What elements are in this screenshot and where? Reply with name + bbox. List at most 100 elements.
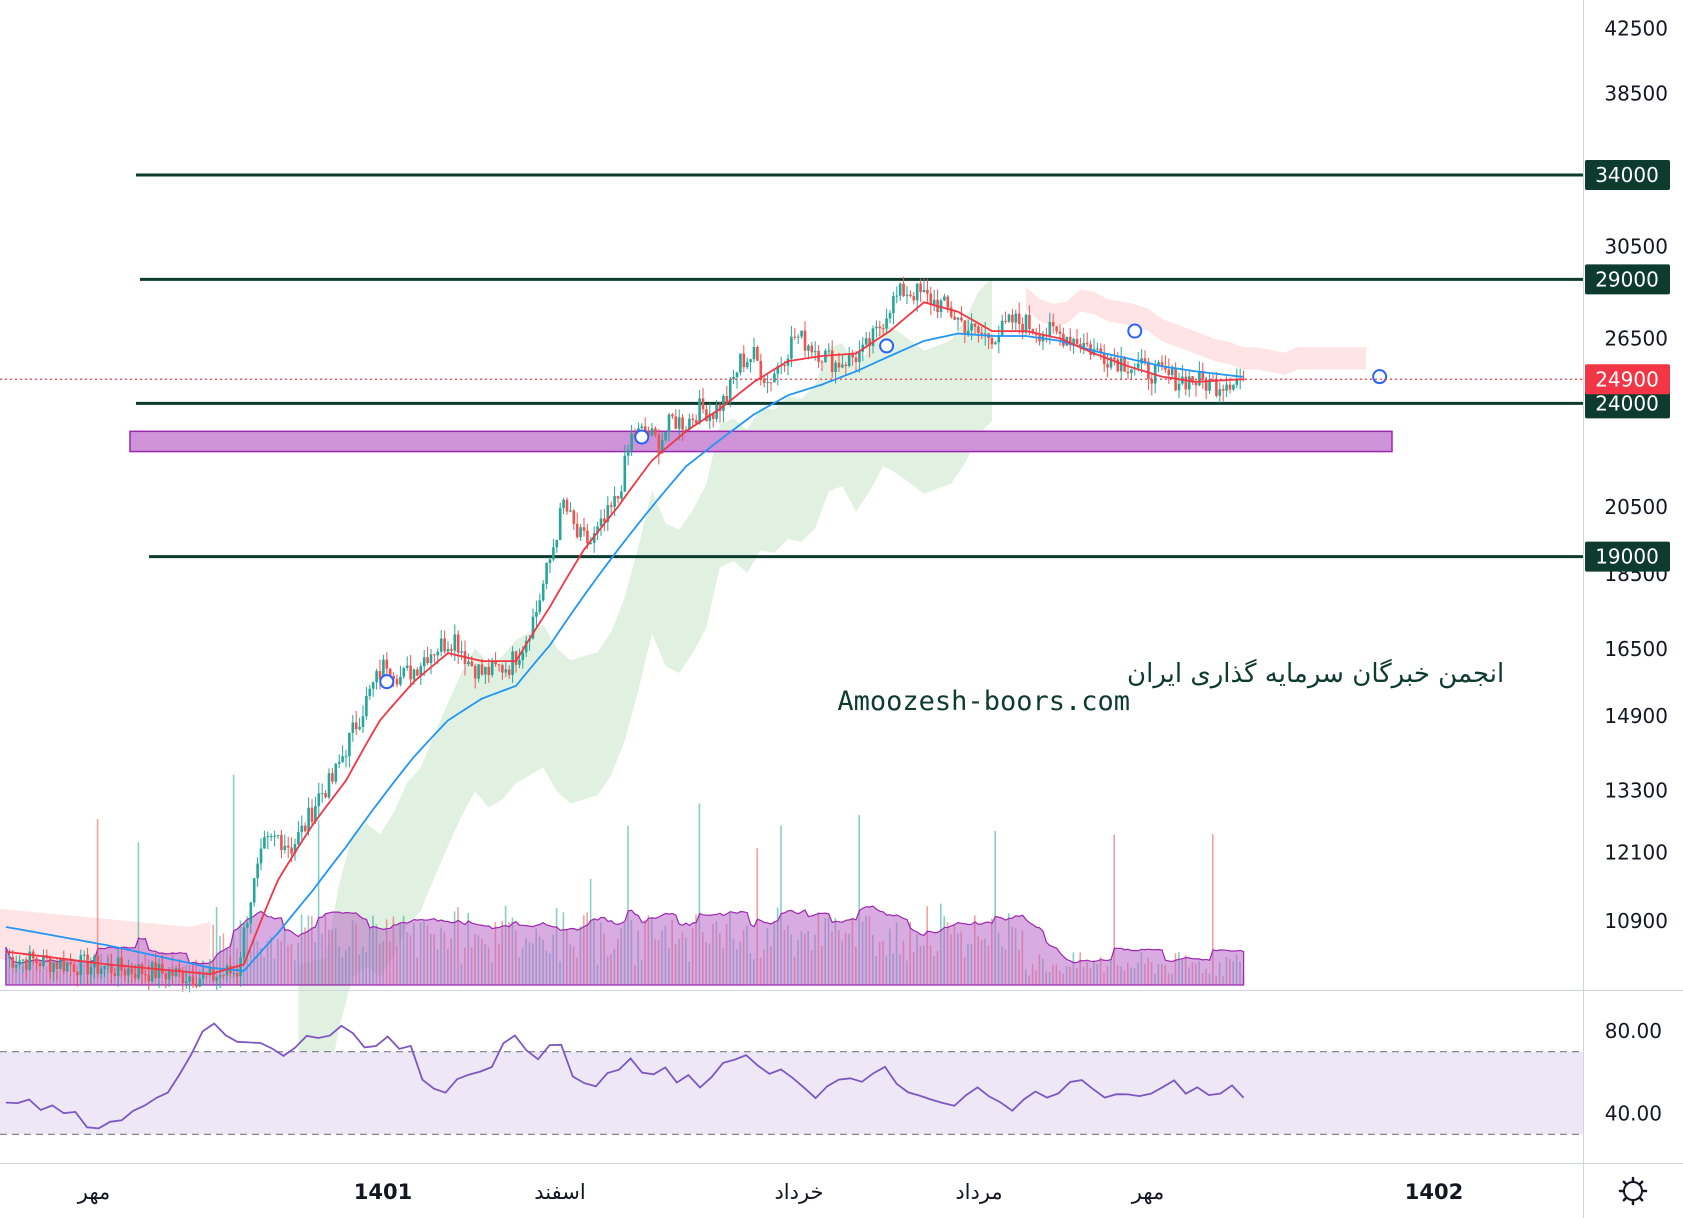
candle-body bbox=[399, 676, 402, 685]
candle-body bbox=[813, 350, 817, 353]
candle-body bbox=[844, 364, 848, 367]
candle-body bbox=[307, 807, 310, 832]
candle-body bbox=[582, 527, 586, 531]
watermark-line2: Amoozesh-boors.com bbox=[837, 686, 1130, 717]
candle-body bbox=[834, 362, 837, 372]
candle-body bbox=[1007, 314, 1011, 322]
candle-body bbox=[201, 972, 205, 979]
candle-body bbox=[878, 326, 882, 329]
candle-body bbox=[518, 660, 521, 665]
candle-body bbox=[69, 962, 72, 965]
candle-body bbox=[1000, 320, 1004, 337]
price-tick-label: 14900 bbox=[1604, 704, 1668, 728]
candle-body bbox=[609, 505, 613, 507]
candle-body bbox=[79, 955, 83, 976]
candle-body bbox=[317, 793, 321, 807]
candle-body bbox=[1147, 361, 1150, 380]
candle-body bbox=[178, 968, 181, 971]
candle-body bbox=[711, 413, 715, 419]
candle-body bbox=[1102, 353, 1106, 365]
candle-body bbox=[446, 648, 450, 652]
candle-body bbox=[732, 377, 735, 380]
candle-body bbox=[875, 326, 878, 329]
candle-body bbox=[164, 973, 168, 980]
candle-body bbox=[460, 651, 463, 653]
candle-body bbox=[1242, 378, 1245, 380]
candle-body bbox=[664, 432, 667, 441]
candle-body bbox=[348, 732, 351, 757]
current-price-tag: 24900 bbox=[1585, 364, 1670, 395]
time-axis[interactable]: مهر 1401 اسفند خرداد مرداد مهر 1402 bbox=[77, 1180, 1463, 1204]
candle-body bbox=[674, 416, 678, 429]
candle-body bbox=[382, 659, 385, 680]
candle-body bbox=[677, 417, 681, 429]
price-axis[interactable]: 4250038500305002650020500185001650014900… bbox=[1604, 17, 1668, 933]
candle-body bbox=[436, 651, 440, 656]
candle-body bbox=[344, 756, 348, 758]
candle-body bbox=[905, 294, 909, 296]
candle-body bbox=[297, 832, 300, 845]
candle-body bbox=[926, 289, 929, 294]
candle-body bbox=[239, 957, 242, 977]
candle-body bbox=[722, 395, 725, 411]
candle-body bbox=[195, 985, 198, 987]
candle-body bbox=[1082, 342, 1086, 347]
candle-body bbox=[222, 975, 225, 977]
candle-body bbox=[919, 283, 922, 293]
chart-settings-icon[interactable] bbox=[1618, 1176, 1648, 1206]
candle-body bbox=[766, 382, 769, 384]
candle-body bbox=[688, 418, 691, 430]
candle-body bbox=[623, 455, 627, 492]
volume-bar bbox=[212, 924, 214, 985]
candle-body bbox=[310, 807, 314, 822]
candle-body bbox=[1208, 379, 1211, 391]
candle-body bbox=[497, 664, 501, 666]
candle-body bbox=[147, 974, 151, 982]
candle-body bbox=[422, 657, 426, 667]
candle-body bbox=[1113, 357, 1116, 360]
candle-body bbox=[949, 307, 953, 317]
candle-body bbox=[76, 971, 79, 976]
candle-body bbox=[269, 836, 273, 838]
volume-bar bbox=[780, 825, 782, 985]
candle-body bbox=[28, 951, 32, 970]
candle-body bbox=[973, 323, 977, 327]
candle-body bbox=[1235, 379, 1239, 385]
candle-body bbox=[1170, 368, 1174, 376]
ema-fast-line bbox=[5, 301, 1244, 976]
candle-body bbox=[11, 956, 15, 968]
candle-body bbox=[252, 878, 256, 903]
volume-bar bbox=[698, 803, 701, 985]
candle-body bbox=[606, 505, 610, 522]
candle-body bbox=[208, 967, 212, 974]
candle-body bbox=[807, 345, 810, 351]
candle-body bbox=[429, 654, 433, 664]
candle-body bbox=[1184, 376, 1188, 390]
candle-body bbox=[1096, 348, 1099, 350]
candle-body bbox=[851, 353, 854, 358]
candle-body bbox=[218, 975, 222, 978]
candle-body bbox=[966, 330, 970, 334]
candle-body bbox=[511, 651, 514, 675]
candle-body bbox=[232, 973, 236, 975]
candle-body bbox=[286, 845, 290, 848]
candle-body bbox=[980, 332, 984, 335]
candle-body bbox=[368, 688, 372, 696]
candle-body bbox=[749, 359, 752, 363]
candle-body bbox=[575, 523, 579, 538]
candle-body bbox=[943, 296, 946, 301]
candle-body bbox=[705, 409, 708, 422]
candle-body bbox=[1075, 338, 1079, 345]
candle-body bbox=[65, 962, 69, 972]
level-tag-29000: 29000 bbox=[1585, 264, 1670, 295]
price-tick-label: 10900 bbox=[1604, 909, 1668, 933]
candle-body bbox=[8, 956, 11, 959]
candle-body bbox=[830, 350, 834, 372]
candle-body bbox=[1051, 322, 1055, 327]
candle-body bbox=[932, 299, 936, 306]
candle-body bbox=[541, 583, 545, 601]
candle-body bbox=[657, 434, 661, 454]
candle-body bbox=[756, 347, 759, 361]
level-tag-24000: 24000 bbox=[1585, 388, 1670, 419]
